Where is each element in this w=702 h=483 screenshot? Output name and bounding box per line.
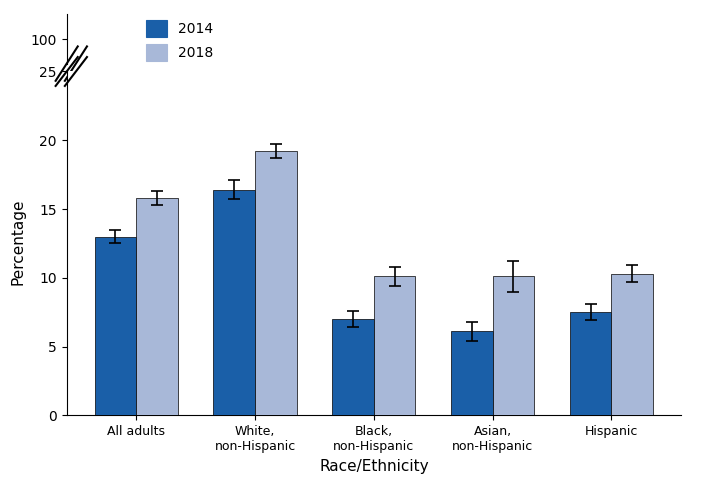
- Bar: [213, 190, 255, 415]
- Bar: [373, 276, 416, 415]
- Bar: [95, 237, 136, 415]
- Bar: [255, 151, 296, 415]
- Bar: [451, 331, 493, 415]
- Legend: 2014, 2018: 2014, 2018: [140, 14, 219, 67]
- Bar: [611, 274, 653, 415]
- X-axis label: Race/Ethnicity: Race/Ethnicity: [319, 459, 429, 474]
- Bar: [136, 198, 178, 415]
- Bar: [570, 312, 611, 415]
- Bar: [332, 319, 373, 415]
- Bar: [493, 276, 534, 415]
- Text: Percentage: Percentage: [11, 198, 25, 285]
